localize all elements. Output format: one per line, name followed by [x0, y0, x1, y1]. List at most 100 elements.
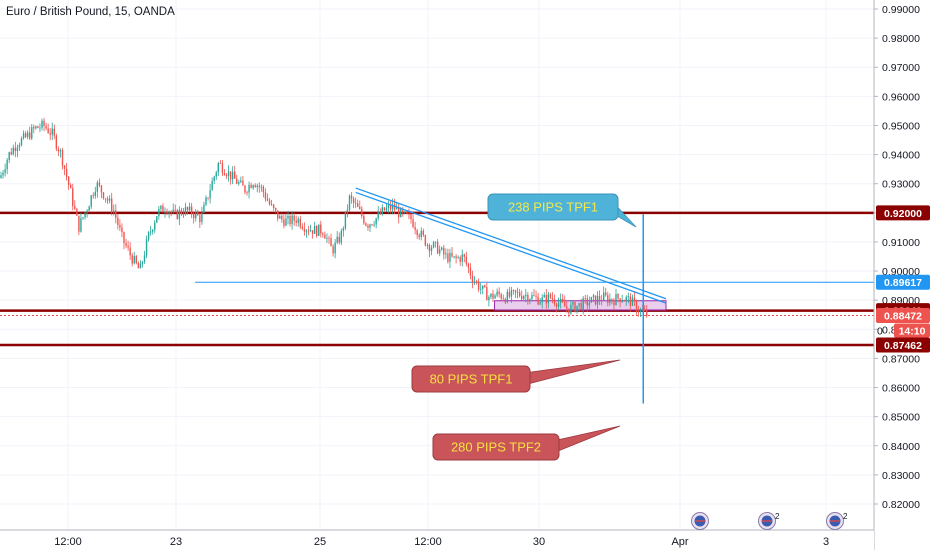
- candle-body: [451, 252, 453, 257]
- trendline: [355, 191, 667, 304]
- candle-body: [391, 204, 394, 210]
- candle-body: [533, 295, 535, 296]
- callout-label: 280 PIPS TPF2: [451, 440, 541, 455]
- candle-body: [98, 182, 101, 186]
- x-tick-label: 12:00: [414, 536, 442, 548]
- candle-body: [430, 247, 433, 252]
- trendline: [355, 187, 667, 300]
- candle-body: [260, 186, 263, 188]
- zone-rect: [494, 300, 667, 311]
- candle-body: [184, 207, 187, 214]
- candle-body: [272, 204, 275, 208]
- candle-body: [582, 298, 584, 310]
- callout-box: [411, 365, 531, 393]
- candle-body: [412, 219, 414, 228]
- candle-body: [18, 145, 21, 148]
- candle-body: [549, 294, 552, 298]
- candle-body: [580, 302, 582, 310]
- candle-body: [482, 285, 484, 289]
- trend-channel[interactable]: [355, 187, 667, 304]
- horizontal-levels[interactable]: [0, 211, 874, 347]
- candle-body: [531, 295, 533, 300]
- time-axis-ticks: 12:00 23 25 12:00 30 Apr 3: [54, 536, 829, 548]
- candle-body: [492, 293, 494, 299]
- price-badge-label: 0.89617: [884, 277, 922, 289]
- x-tick-label: 30: [533, 536, 545, 548]
- candle-body: [139, 263, 142, 269]
- candle-body: [336, 236, 338, 243]
- candle-body: [121, 227, 123, 232]
- candle-body: [586, 298, 588, 306]
- candle-body: [74, 205, 76, 209]
- y-tick-label: 0.82000: [882, 499, 920, 511]
- candle-body: [498, 291, 500, 295]
- candle-body: [486, 287, 488, 301]
- candle-body: [514, 290, 517, 293]
- candle-body: [596, 295, 599, 305]
- candle-body: [266, 198, 269, 201]
- candle-body: [213, 176, 215, 182]
- candle-body: [145, 239, 148, 256]
- candle-body: [408, 213, 410, 215]
- candle-body: [361, 208, 363, 217]
- candle-body: [154, 222, 156, 230]
- candle-body: [143, 255, 146, 262]
- candle-body: [193, 214, 195, 219]
- time-axis-panel[interactable]: [0, 530, 874, 550]
- candle-body: [35, 126, 37, 129]
- candle-body: [371, 224, 373, 226]
- candle-body: [541, 297, 543, 303]
- candle-body: [484, 285, 486, 288]
- candle-body: [494, 295, 496, 299]
- candle-body: [229, 171, 232, 180]
- candle-body: [100, 185, 103, 193]
- candle-body: [471, 275, 474, 283]
- candle-body: [449, 252, 451, 262]
- candle-body: [197, 212, 199, 216]
- price-badge: [876, 337, 930, 353]
- candle-body: [55, 135, 58, 149]
- candle-body: [529, 299, 531, 302]
- x-tick-label: 23: [170, 536, 182, 548]
- candle-body: [363, 216, 365, 224]
- candle-body: [125, 243, 127, 246]
- candle-body: [234, 171, 236, 179]
- range-zone[interactable]: [494, 300, 667, 311]
- candle-body: [600, 300, 603, 301]
- candle-body: [270, 204, 273, 206]
- candle-body: [246, 192, 248, 194]
- x-tick-label: Apr: [671, 536, 688, 548]
- y-tick-label: 0.85000: [882, 412, 920, 424]
- candle-body: [619, 298, 621, 303]
- candle-body: [547, 294, 550, 304]
- candle-body: [47, 128, 49, 133]
- candle-body: [637, 311, 640, 313]
- candle-body: [295, 220, 297, 223]
- candle-body: [473, 281, 476, 283]
- callouts[interactable]: 238 PIPS TPF1 80 PIPS TPF1 280 PIPS TPF2: [411, 193, 637, 461]
- candle-body: [264, 192, 267, 199]
- candle-body: [625, 297, 627, 301]
- candle-body: [621, 300, 623, 303]
- candle-body: [0, 175, 2, 178]
- x-tick-label: 25: [314, 536, 326, 548]
- candle-body: [475, 281, 478, 283]
- candle-body: [316, 225, 318, 236]
- y-tick-label: 0.93000: [882, 179, 920, 191]
- candle-body: [283, 219, 285, 226]
- candle-body: [594, 295, 597, 305]
- candle-body: [188, 206, 191, 211]
- y-tick-label: 0.95000: [882, 120, 920, 132]
- candle-body: [406, 211, 408, 214]
- candle-body: [240, 180, 242, 183]
- candle-body: [182, 213, 185, 215]
- candle-body: [160, 205, 162, 209]
- countdown-label: 14:10: [899, 326, 926, 338]
- candle-body: [111, 198, 113, 212]
- candle-body: [291, 215, 293, 225]
- candle-body: [43, 120, 45, 126]
- candle-body: [324, 234, 326, 239]
